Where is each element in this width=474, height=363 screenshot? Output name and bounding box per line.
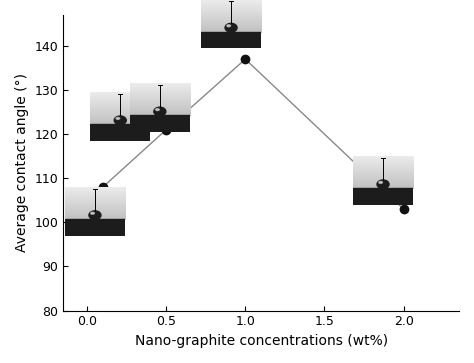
Bar [65, 219, 125, 236]
Y-axis label: Average contact angle (°): Average contact angle (°) [15, 73, 29, 252]
Ellipse shape [91, 212, 94, 214]
Point [83, 220, 91, 225]
Point [163, 127, 170, 132]
Ellipse shape [155, 109, 159, 111]
Ellipse shape [116, 118, 119, 119]
Ellipse shape [154, 107, 166, 116]
Ellipse shape [227, 25, 230, 27]
Point [99, 184, 107, 190]
Ellipse shape [377, 180, 389, 189]
Ellipse shape [225, 23, 237, 32]
Bar [90, 124, 150, 141]
Bar [201, 32, 261, 48]
Point [400, 206, 407, 212]
Bar [353, 188, 413, 205]
Ellipse shape [379, 182, 383, 183]
Point [242, 56, 249, 62]
Ellipse shape [89, 211, 101, 220]
X-axis label: Nano-graphite concentrations (wt%): Nano-graphite concentrations (wt%) [135, 334, 388, 348]
Ellipse shape [114, 116, 126, 125]
Bar [130, 115, 190, 132]
